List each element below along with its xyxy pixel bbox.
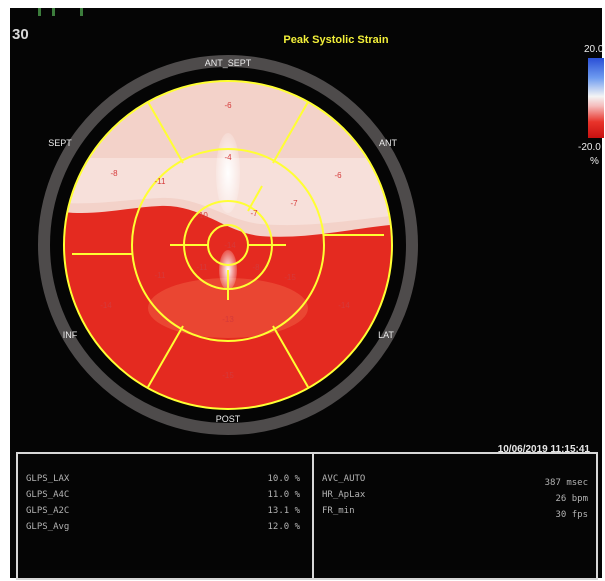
metric-value: 387 msec [544,478,588,488]
outer-gray-ring [38,55,418,435]
segment-value: -8 [252,263,260,272]
scale-max-label: 20.0 [584,44,604,55]
bullseye-plot: ANT_SEPT ANT LAT POST INF SEPT -6 -6 -7 … [38,55,418,435]
panel-divider [312,454,314,578]
apex-highlight [216,133,240,213]
metric-name: GLPS_LAX [26,474,70,484]
segment-value: -14 [338,301,350,310]
label-inf: INF [63,330,78,340]
segment-value: -4 [224,153,232,162]
metric-value: 11.0 % [267,490,300,500]
frame-number: 30 [12,26,29,43]
label-lat: LAT [378,330,394,340]
metric-value: 13.1 % [267,506,300,516]
color-scale-bar [588,58,604,138]
segment-value: -13 [222,315,234,324]
chart-title: Peak Systolic Strain [283,34,389,46]
label-post: POST [216,414,241,424]
segment-value: -7 [290,199,298,208]
segment-value: -11 [155,177,167,186]
acquisition-timestamp: 10/06/2019 11:15:41 [497,444,590,455]
segment-value: -7 [250,209,258,218]
segment-value: -11 [155,271,167,280]
scale-min-label: -20.0 [578,142,601,153]
echo-screen: 30 Peak Systolic Strain 20.0 -20.0 % [10,8,604,580]
metric-name: FR_min [322,506,355,516]
metric-name: HR_ApLax [322,490,366,500]
segment-value: -6 [334,171,342,180]
metric-name: GLPS_A2C [26,506,70,516]
segment-grid [63,80,393,410]
metric-value: 26 bpm [555,494,588,504]
metric-value: 12.0 % [267,522,300,532]
segment-value: -6 [224,101,232,110]
measurement-panel: GLPS_LAX 10.0 % GLPS_A4C 11.0 % GLPS_A2C… [16,452,598,580]
metric-name: GLPS_A4C [26,490,70,500]
metric-value: 10.0 % [267,474,300,484]
label-ant: ANT [379,138,398,148]
segment-value: -15 [284,273,296,282]
metric-name: GLPS_Avg [26,522,70,532]
metric-name: AVC_AUTO [322,474,366,484]
segment-value: -10 [196,211,208,220]
label-sept: SEPT [48,138,72,148]
segment-value: -11 [197,263,209,272]
segment-value: -8 [110,169,118,178]
scale-unit-label: % [590,156,599,167]
segment-value: -14 [224,241,236,250]
segment-value: -15 [222,371,234,380]
segment-value: -14 [100,301,112,310]
metric-value: 30 fps [555,510,588,520]
label-ant-sept: ANT_SEPT [205,58,252,68]
